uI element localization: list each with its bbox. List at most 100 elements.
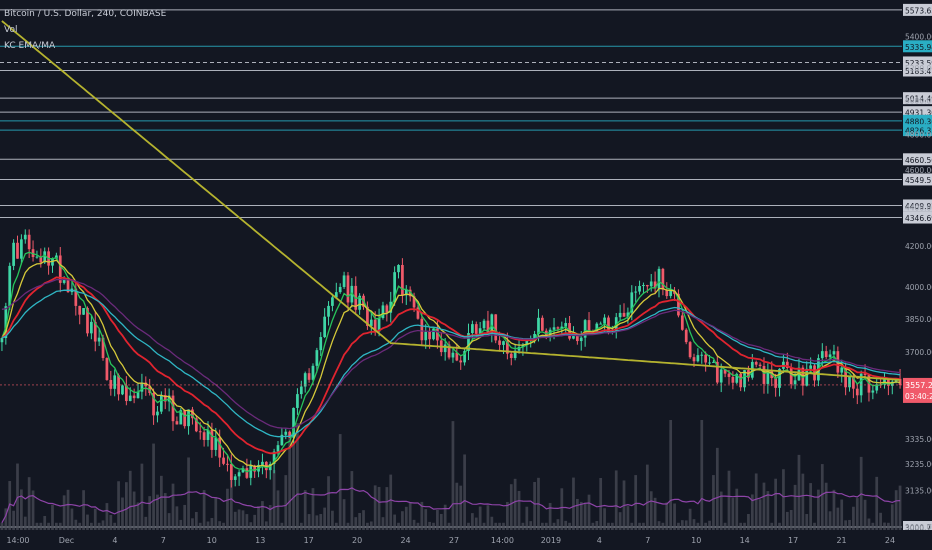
volume-bar	[257, 506, 260, 530]
volume-bar	[478, 506, 482, 530]
volume-bar	[315, 515, 319, 530]
volume-bar	[144, 516, 148, 530]
volume-bar	[43, 516, 47, 530]
candle-body	[117, 375, 120, 395]
volume-bar	[848, 519, 851, 530]
volume-bar	[191, 518, 194, 530]
volume-bar	[572, 477, 575, 530]
candle-body	[455, 352, 459, 361]
volume-bar	[183, 504, 187, 530]
candle-body	[552, 327, 556, 330]
level-price-label: 4931.30	[905, 109, 932, 118]
candle-body	[840, 367, 844, 373]
volume-bar	[397, 522, 400, 530]
level-price-tag	[903, 64, 932, 77]
y-tick-label: 3335.00	[905, 435, 932, 444]
x-tick-label: 13	[255, 536, 265, 545]
candle-body	[272, 451, 276, 464]
volume-bar	[4, 508, 8, 530]
candle-body	[163, 394, 167, 402]
volume-bar	[887, 522, 890, 530]
candle-body	[350, 285, 354, 303]
candle-body	[93, 321, 97, 342]
volume-bar	[128, 470, 132, 530]
candle-body	[572, 336, 575, 339]
volume-bar	[194, 511, 198, 530]
candle-body	[346, 275, 350, 303]
candle-body	[622, 312, 626, 317]
candle-body	[222, 457, 225, 464]
x-tick-label: 14:00	[491, 536, 514, 545]
candle-body	[412, 296, 416, 308]
candle-body	[292, 407, 295, 438]
candle-body	[548, 329, 552, 338]
volume-bar	[311, 488, 315, 530]
candle-body	[86, 308, 89, 334]
volume-bar	[373, 485, 377, 530]
volume-bar	[626, 506, 630, 530]
volume-bar	[871, 522, 875, 530]
candle-body	[303, 373, 307, 387]
candle-body	[680, 315, 684, 330]
volume-bar	[124, 482, 128, 530]
candle-body	[727, 373, 731, 377]
candle-body	[43, 251, 47, 263]
candle-body	[183, 410, 187, 427]
candle-body	[809, 365, 812, 369]
volume-bars	[0, 420, 902, 530]
candle-body	[237, 472, 241, 477]
volume-bar	[299, 522, 303, 530]
candle-body	[642, 285, 645, 287]
volume-bar	[206, 521, 210, 530]
x-tick-label: 21	[836, 536, 846, 545]
candle-body	[113, 375, 117, 389]
volume-bar	[51, 504, 54, 530]
volume-bar	[90, 522, 93, 530]
volume-bar	[653, 497, 657, 530]
volume-bar	[362, 510, 365, 530]
candle-body	[657, 268, 661, 289]
candle-body	[579, 337, 583, 342]
candle-body	[599, 323, 603, 325]
volume-bar	[529, 521, 533, 530]
volume-ma-line	[1, 487, 901, 524]
candle-body	[638, 286, 641, 292]
volume-bar	[55, 522, 58, 530]
x-tick-label: 17	[304, 536, 314, 545]
volume-bar	[66, 489, 70, 530]
volume-bar	[105, 503, 109, 530]
volume-bar	[338, 434, 342, 530]
candle-body	[428, 331, 431, 340]
candle-body	[397, 264, 400, 273]
volume-bar	[369, 521, 373, 530]
symbol-title[interactable]: Bitcoin / U.S. Dollar, 240, COINBASE	[4, 9, 167, 19]
volume-label[interactable]: Vol	[4, 25, 18, 35]
level-price-label: 4880.36	[905, 117, 932, 126]
volume-bar	[334, 522, 338, 530]
volume-bar	[218, 521, 222, 530]
candle-body	[144, 382, 148, 387]
volume-bar	[817, 489, 820, 530]
last-price-label: 3557.25	[905, 381, 932, 390]
countdown-label: 03:40:25	[905, 392, 932, 401]
candle-body	[607, 317, 610, 332]
indicator-label[interactable]: KC EMA/MA	[4, 41, 56, 51]
candle-body	[463, 350, 466, 363]
volume-bar	[735, 488, 739, 530]
ma-line	[1, 278, 901, 430]
candle-body	[31, 249, 35, 258]
candle-body	[74, 288, 78, 306]
candle-body	[136, 391, 140, 399]
volume-bar	[844, 520, 847, 530]
level-price-tag	[903, 153, 932, 166]
volume-bar	[97, 522, 101, 530]
candle-body	[62, 278, 66, 283]
volume-bar	[463, 454, 466, 530]
volume-bar	[331, 510, 334, 530]
candle-body	[665, 289, 669, 297]
candle-body	[875, 384, 879, 391]
level-price-label: 4826.33	[905, 127, 932, 136]
volume-bar	[599, 477, 603, 530]
volume-bar	[855, 498, 859, 530]
